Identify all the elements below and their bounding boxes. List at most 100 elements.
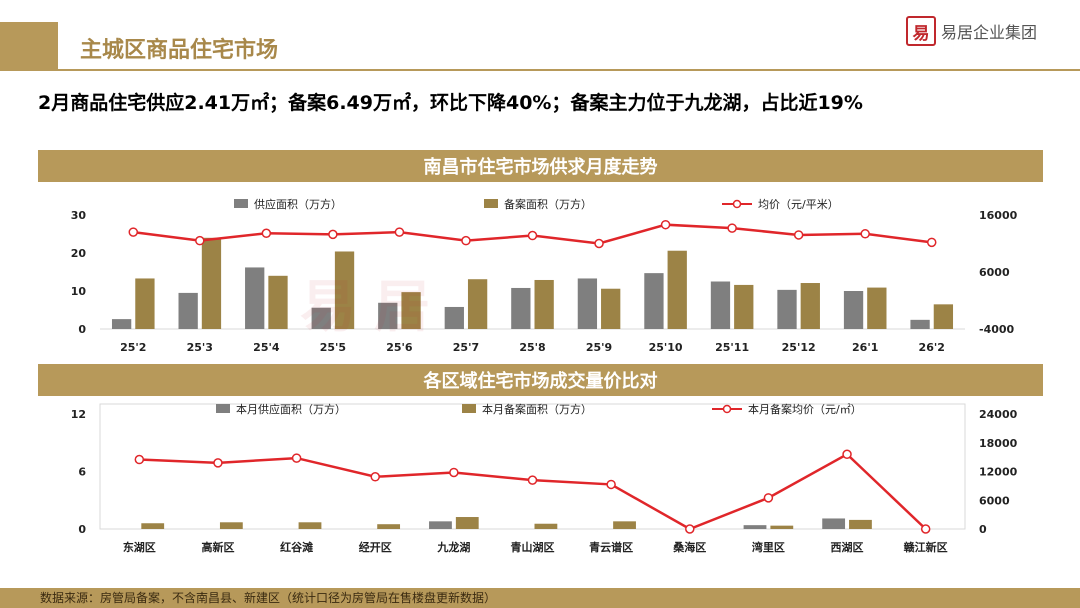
- price-point: [606, 479, 616, 490]
- price-point: [128, 227, 139, 237]
- price-point: [527, 230, 538, 241]
- y-right-tick-label: 12000: [979, 466, 1018, 479]
- legend-price-label: 本月备案均价（元/㎡）: [748, 402, 862, 416]
- filing-bar: [601, 288, 621, 329]
- filing-bar: [933, 304, 954, 329]
- page-title: 主城区商品住宅市场: [80, 38, 279, 63]
- supply-bar: [378, 302, 398, 329]
- price-point: [685, 524, 695, 534]
- x-tick-label: 桑海区: [672, 540, 706, 554]
- y-right-tick-label: -4000: [979, 323, 1015, 336]
- price-point: [660, 219, 671, 230]
- x-tick-label: 赣江新区: [904, 540, 948, 554]
- legend-filing-swatch: [462, 404, 476, 413]
- watermark: 易居: [300, 275, 448, 340]
- x-tick-label: 25'8: [519, 341, 545, 354]
- x-tick-label: 26'2: [919, 341, 945, 354]
- price-point: [763, 493, 774, 503]
- price-point: [920, 524, 931, 534]
- filing-bar: [534, 279, 554, 329]
- price-point: [449, 467, 459, 478]
- filing-bar: [467, 279, 488, 329]
- plot-frame: [99, 403, 966, 530]
- price-point: [527, 475, 538, 485]
- y-left-tick-label: 12: [71, 408, 86, 421]
- y-right-tick-label: 18000: [979, 437, 1018, 450]
- y-left-tick-label: 6: [78, 466, 86, 479]
- x-tick-label: 25'4: [253, 341, 280, 354]
- x-tick-label: 25'10: [649, 341, 683, 354]
- filing-bar: [298, 522, 322, 529]
- x-tick-label: 25'3: [187, 341, 213, 354]
- supply-bar: [822, 518, 846, 529]
- legend-filing-label: 备案面积（万方）: [504, 197, 592, 211]
- headline: 2月商品住宅供应2.41万㎡；备案6.49万㎡，环比下降40%；备案主力位于九龙…: [38, 92, 863, 114]
- filing-bar: [377, 524, 401, 529]
- filing-bar: [201, 237, 222, 329]
- supply-bar: [178, 292, 198, 329]
- y-left-tick-label: 10: [71, 285, 87, 298]
- x-tick-label: 25'7: [453, 341, 479, 354]
- x-tick-label: 25'11: [715, 341, 749, 354]
- y-right-tick-label: 6000: [979, 266, 1010, 279]
- price-point: [134, 454, 145, 465]
- logo-seal-icon: 易: [906, 16, 936, 46]
- supply-bar: [429, 521, 452, 529]
- filing-bar: [141, 523, 165, 529]
- supply-bar: [710, 281, 731, 329]
- x-tick-label: 青山湖区: [511, 540, 555, 554]
- filing-bar: [135, 278, 155, 329]
- district-comparison-chart: 0 6 12 0 6000 12000 18000 24000 东湖区 高新区 红谷滩 经开区 九龙湖 青…: [71, 402, 1018, 554]
- x-tick-label: 25'12: [782, 341, 816, 354]
- price-point: [594, 238, 604, 249]
- filing-bar: [849, 519, 872, 529]
- legend-supply-swatch: [216, 404, 230, 413]
- x-tick-label: 26'1: [852, 341, 878, 354]
- filing-bar: [613, 521, 636, 529]
- price-line: [139, 452, 927, 531]
- data-source-note: 数据来源：房管局备案，不含南昌县、新建区（统计口径为房管局在售楼盘更新数据）: [40, 591, 497, 605]
- supply-bar: [245, 267, 265, 329]
- supply-bar: [910, 319, 930, 329]
- price-point: [793, 230, 804, 240]
- filing-bar: [455, 517, 479, 529]
- chart2-title: 各区域住宅市场成交量价比对: [38, 364, 1043, 396]
- supply-bar: [777, 289, 797, 329]
- x-tick-label: 九龙湖: [436, 540, 470, 554]
- price-point: [213, 458, 223, 468]
- company-logo: 易 易居企业集团: [906, 16, 1037, 46]
- y-left-tick-label: 0: [78, 323, 86, 336]
- x-tick-label: 25'9: [586, 341, 612, 354]
- header-rule: [0, 69, 1080, 71]
- filing-bar: [770, 525, 794, 529]
- x-tick-label: 东湖区: [123, 540, 156, 554]
- supply-bar: [444, 306, 464, 329]
- y-right-tick-label: 24000: [979, 408, 1018, 421]
- price-point: [727, 223, 737, 233]
- supply-bar: [511, 287, 531, 329]
- filing-bar: [867, 287, 887, 329]
- x-tick-label: 25'2: [120, 341, 146, 354]
- legend-supply-label: 供应面积（万方）: [254, 197, 342, 211]
- y-left-tick-label: 30: [71, 209, 87, 222]
- legend-filing-label: 本月备案面积（万方）: [482, 402, 592, 416]
- x-tick-label: 西湖区: [831, 540, 864, 554]
- price-point: [842, 449, 852, 459]
- chart1-title: 南昌市住宅市场供求月度走势: [38, 150, 1043, 182]
- x-tick-label: 25'5: [320, 341, 346, 354]
- supply-bar: [311, 307, 331, 329]
- legend-price-label: 均价（元/平米）: [758, 198, 839, 211]
- y-right-tick-label: 16000: [979, 209, 1018, 222]
- price-point: [394, 227, 405, 237]
- legend-supply-swatch: [234, 199, 248, 208]
- supply-bar: [644, 273, 664, 329]
- filing-bar: [534, 523, 558, 529]
- x-tick-label: 湾里区: [752, 540, 785, 554]
- y-left-tick-label: 20: [71, 247, 87, 260]
- x-tick-label: 青云谱区: [589, 540, 633, 554]
- legend-filing-swatch: [484, 199, 498, 208]
- filing-bar: [334, 251, 355, 329]
- header-accent-bar: [0, 22, 58, 70]
- price-point: [328, 229, 338, 240]
- filing-bar: [268, 275, 288, 329]
